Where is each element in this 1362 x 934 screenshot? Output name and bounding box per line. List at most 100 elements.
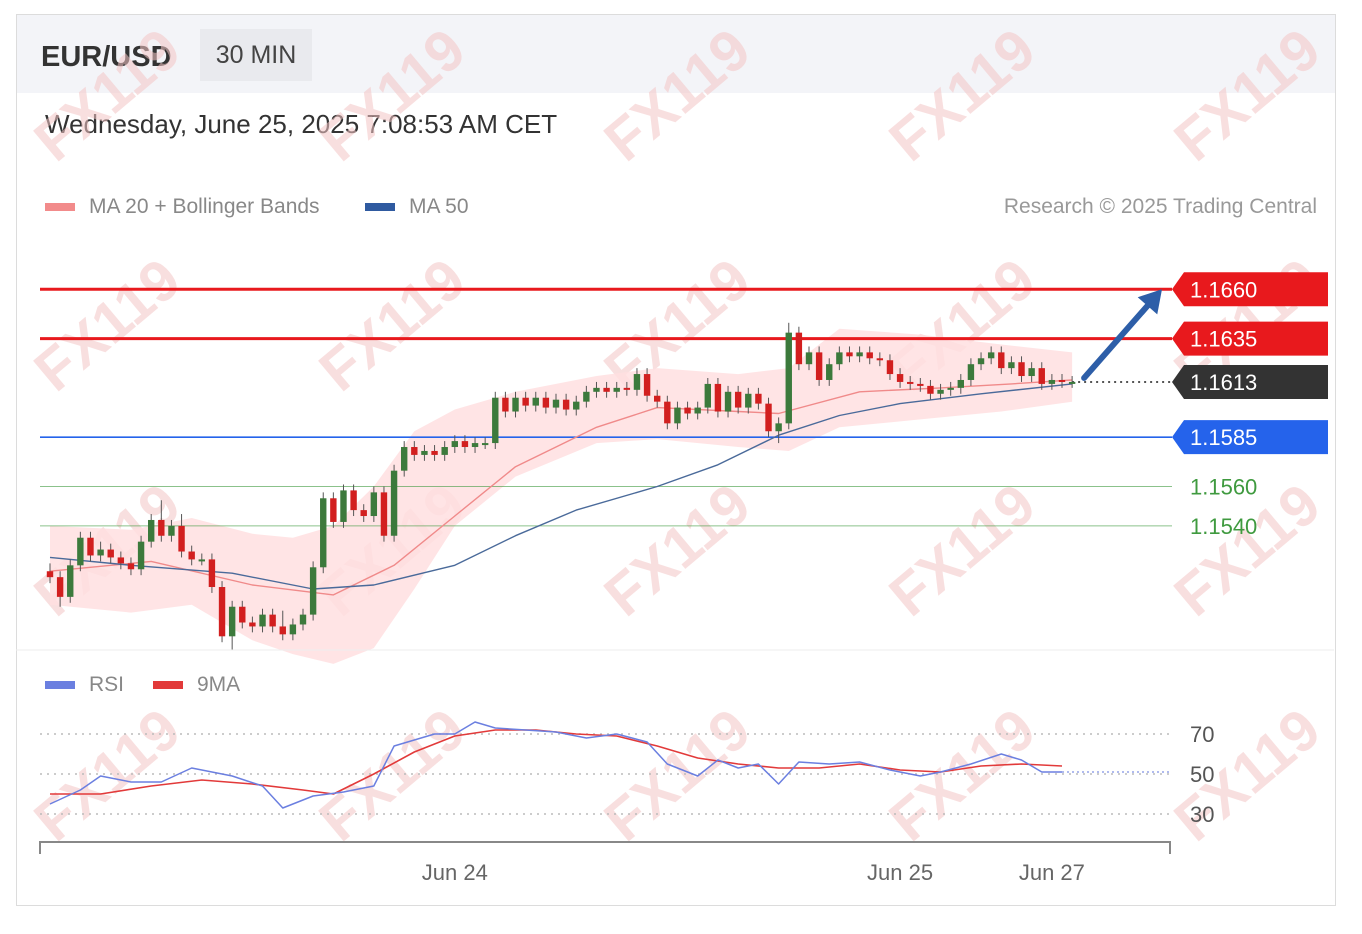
candle: [694, 401, 701, 420]
legend-rsi: RSI: [45, 673, 124, 697]
candle-body: [441, 447, 448, 455]
candle: [937, 383, 944, 400]
ma50-swatch: [365, 203, 395, 211]
watermark-3-0: FX119: [22, 696, 192, 854]
candle-body: [178, 525, 185, 552]
candle: [77, 531, 84, 572]
candle-body: [613, 387, 620, 392]
legend-ma20: MA 20 + Bollinger Bands: [45, 195, 320, 219]
watermark-3-2: FX119: [592, 696, 762, 854]
candle: [228, 600, 236, 651]
candle: [208, 553, 216, 593]
candle-body: [56, 577, 64, 597]
rsi-tick-label-0: 70: [1190, 722, 1214, 747]
candle-body: [775, 423, 782, 432]
level-label-box-1: [1172, 321, 1328, 356]
ma20-swatch: [45, 203, 75, 211]
candle-body: [451, 441, 458, 448]
candle-body: [704, 383, 711, 408]
candle-body: [694, 407, 701, 414]
candle-body: [917, 383, 924, 386]
candle-body: [188, 551, 195, 560]
candle: [1048, 374, 1056, 390]
symbol-title: EUR/USD: [41, 41, 172, 73]
candle-body: [137, 541, 145, 570]
candle-body: [168, 525, 175, 536]
candle: [654, 389, 661, 408]
timeframe-badge[interactable]: 30 MIN: [200, 29, 312, 81]
candle-body: [1028, 368, 1035, 377]
candle: [583, 385, 590, 408]
candle: [907, 376, 914, 390]
candle-body: [927, 385, 934, 394]
candle: [127, 557, 135, 576]
candle-body: [542, 397, 550, 408]
candle: [532, 391, 539, 412]
legend-rsi-ma-label: 9MA: [197, 673, 241, 696]
candle-body: [481, 443, 489, 446]
level-label-0: 1.1660: [1190, 277, 1257, 302]
candle-body: [279, 626, 286, 635]
candle-body: [421, 450, 428, 455]
candle-body: [77, 537, 84, 566]
candle-body: [471, 443, 479, 448]
watermark-0-4: FX119: [1162, 16, 1332, 174]
candle: [623, 381, 631, 396]
candle-body: [785, 332, 792, 424]
candle: [117, 551, 125, 570]
candle: [107, 543, 114, 564]
candle-body: [987, 352, 995, 359]
candle: [987, 346, 995, 365]
candle: [198, 553, 205, 566]
candle: [573, 395, 580, 416]
candle-body: [836, 352, 843, 365]
candle: [421, 445, 428, 461]
candle-body: [603, 387, 610, 392]
candle-body: [795, 332, 803, 365]
candle: [441, 441, 448, 461]
candle: [957, 374, 964, 394]
candle-body: [259, 614, 266, 627]
candle: [299, 608, 307, 631]
level-label-box-3: [1172, 420, 1328, 455]
moving-average-layer: [49, 379, 1073, 596]
level-label-1: 1.1635: [1190, 327, 1257, 352]
candle: [613, 381, 620, 398]
legend-rsi-label: RSI: [89, 673, 125, 696]
candle: [836, 346, 843, 371]
candle: [471, 437, 479, 453]
rsi-ma-line: [50, 729, 1063, 795]
candle-body: [390, 470, 398, 536]
candle: [896, 368, 904, 388]
candle-body: [765, 403, 772, 432]
candle-body: [431, 450, 438, 455]
candle: [795, 326, 803, 371]
candle: [755, 387, 762, 410]
ma20-line: [49, 379, 1073, 596]
candle: [846, 346, 853, 363]
candlestick-layer: [46, 289, 1162, 651]
candle: [330, 492, 337, 528]
candle: [927, 379, 934, 400]
candle-body: [573, 401, 580, 410]
rsi-swatch: [45, 681, 75, 689]
candle-body: [127, 563, 135, 570]
candle-body: [866, 352, 873, 359]
candle: [765, 397, 772, 438]
candle-body: [734, 391, 742, 408]
level-label-2: 1.1613: [1190, 370, 1257, 395]
candle-body: [562, 399, 570, 410]
candle: [390, 464, 398, 542]
candle-body: [350, 490, 357, 511]
candle: [97, 541, 104, 562]
candle: [269, 608, 276, 633]
candle-body: [714, 383, 722, 412]
candle: [188, 545, 195, 566]
rsi-tick-label-2: 30: [1190, 802, 1214, 827]
candle-body: [1008, 362, 1015, 369]
candle: [218, 581, 226, 643]
legend-ma20-label: MA 20 + Bollinger Bands: [89, 195, 320, 218]
candle-body: [998, 352, 1005, 369]
candle-body: [340, 490, 347, 522]
candle: [1028, 362, 1035, 382]
